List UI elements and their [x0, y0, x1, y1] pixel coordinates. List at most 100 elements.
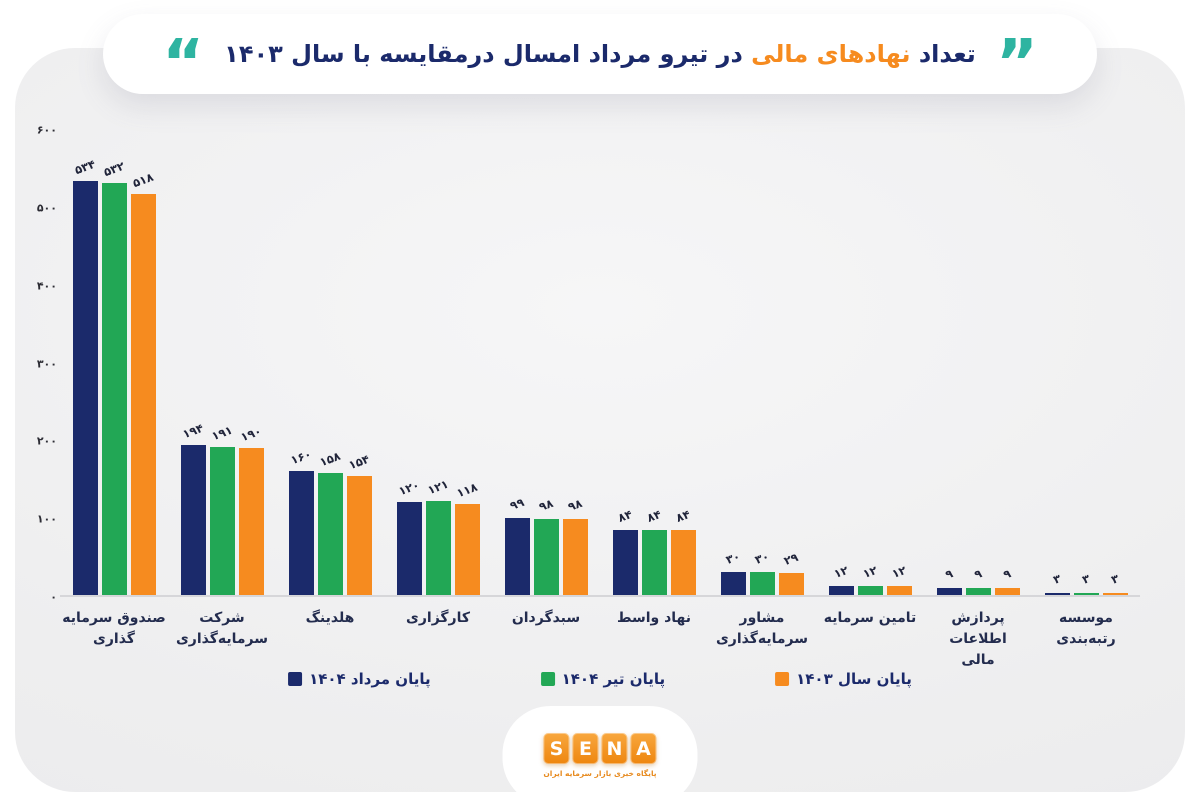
value-label: ۱۹۰ — [238, 423, 264, 444]
legend-label: پایان سال ۱۴۰۳ — [796, 670, 912, 688]
bar-mordad-1404: ۳ — [1044, 571, 1070, 595]
legend-item: پایان سال ۱۴۰۳ — [775, 670, 912, 688]
category-label: پردازش اطلاعات مالی — [949, 610, 1007, 668]
bar-mordad-1404: ۱۲ — [828, 563, 854, 595]
bar-mordad-1404: ۱۶۰ — [288, 447, 314, 595]
y-tick-label: ۴۰۰ — [36, 279, 57, 293]
y-tick-label: ۱۰۰ — [36, 512, 57, 526]
bar-tir-1404: ۵۳۲ — [101, 159, 127, 595]
logo-background-blob — [502, 706, 698, 792]
bar-year-1403: ۹ — [994, 566, 1020, 595]
bar-tir-1404: ۱۲۱ — [425, 477, 451, 595]
bar-year-1403: ۸۴ — [670, 507, 696, 595]
y-tick-label: ۰ — [50, 590, 57, 604]
bar-mordad-1404: ۵۳۴ — [72, 157, 98, 595]
chart-card: ۰ ۱۰۰ ۲۰۰ ۳۰۰ ۴۰۰ ۵۰۰ ۶۰۰ ۵۳۴ ۵۳۲ ۵۱۸ ۱۹۴ ۱۹۱ ۱۹۰ ۱۶… — [15, 48, 1185, 792]
bar-group: ۸۴ ۸۴ ۸۴ — [600, 130, 708, 595]
bar-group: ۵۳۴ ۵۳۲ ۵۱۸ — [60, 130, 168, 595]
bar-year-1403: ۱۵۴ — [346, 451, 372, 595]
value-label: ۸۴ — [674, 506, 692, 525]
value-label: ۱۶۰ — [288, 446, 314, 468]
bar-year-1403: ۹۸ — [562, 496, 588, 595]
bar-group: ۱۲۰ ۱۲۱ ۱۱۸ — [384, 130, 492, 595]
value-label: ۵۱۸ — [130, 169, 156, 190]
bar-group: ۹ ۹ ۹ — [924, 130, 1032, 595]
legend-label: پایان مرداد ۱۴۰۴ — [309, 670, 431, 688]
y-axis: ۰ ۱۰۰ ۲۰۰ ۳۰۰ ۴۰۰ ۵۰۰ ۶۰۰ — [23, 124, 57, 604]
bar-tir-1404: ۹۸ — [533, 496, 559, 595]
y-tick-label: ۲۰۰ — [36, 434, 57, 448]
value-label: ۳ — [1109, 570, 1121, 587]
legend-item: پایان تیر ۱۴۰۴ — [540, 670, 666, 688]
bar-tir-1404: ۹ — [965, 566, 991, 595]
sena-tagline: پایگاه خبری بازار سرمایه ایران — [543, 769, 657, 778]
legend-swatch-icon — [288, 672, 303, 686]
value-label: ۹۸ — [537, 496, 555, 515]
value-label: ۸۴ — [645, 506, 663, 525]
logo-letter-tile: S — [543, 733, 570, 764]
bar-year-1403: ۳ — [1102, 571, 1128, 595]
category-label: نهاد واسط — [616, 610, 692, 626]
legend-swatch-icon — [775, 672, 790, 686]
bar-year-1403: ۱۲ — [886, 563, 912, 595]
bar-group: ۹۹ ۹۸ ۹۸ — [492, 130, 600, 595]
bar-mordad-1404: ۸۴ — [612, 507, 638, 595]
y-tick-label: ۳۰۰ — [36, 357, 57, 370]
bar-group: ۱۲ ۱۲ ۱۲ — [816, 130, 924, 595]
bar-group: ۳۰ ۳۰ ۲۹ — [708, 130, 816, 595]
value-label: ۱۲ — [832, 562, 850, 581]
logo-letter-tile: N — [601, 733, 628, 764]
bar-year-1403: ۵۱۸ — [130, 169, 156, 595]
bar-mordad-1404: ۹۹ — [504, 495, 530, 595]
title-prefix: تعداد — [918, 40, 976, 68]
value-label: ۱۱۸ — [454, 479, 480, 500]
bar-year-1403: ۱۹۰ — [238, 424, 264, 595]
bar-year-1403: ۱۱۸ — [454, 479, 480, 595]
value-label: ۸۴ — [616, 506, 634, 525]
bar-year-1403: ۲۹ — [778, 550, 804, 595]
category-label: موسسه رتبه‌بندی — [1056, 610, 1116, 647]
bar-tir-1404: ۱۵۸ — [317, 448, 343, 595]
category-label: تامین سرمایه — [823, 610, 917, 626]
bar-tir-1404: ۳۰ — [749, 549, 775, 595]
title-suffix: در تیرو مرداد امسال درمقایسه با سال ۱۴۰۳ — [224, 40, 743, 68]
y-tick-label: ۶۰۰ — [36, 123, 57, 137]
value-label: ۱۵۸ — [317, 448, 343, 469]
plot-area: ۵۳۴ ۵۳۲ ۵۱۸ ۱۹۴ ۱۹۱ ۱۹۰ ۱۶۰ ۱۵۸ ۱۵۴ ۱۲۰ ۱۲۱ ۱۱۸ ۹۹ ۹۸… — [60, 130, 1140, 597]
legend: پایان مرداد ۱۴۰۴ پایان تیر ۱۴۰۴ پایان سال … — [288, 670, 912, 688]
bar-group: ۱۹۴ ۱۹۱ ۱۹۰ — [168, 130, 276, 595]
category-label: هلدینگ — [305, 610, 355, 626]
title-highlight: نهادهای مالی — [751, 40, 911, 68]
value-label: ۹ — [943, 566, 955, 582]
value-label: ۹۹ — [508, 495, 526, 514]
legend-item: پایان مرداد ۱۴۰۴ — [288, 670, 431, 688]
bar-mordad-1404: ۹ — [936, 566, 962, 595]
value-label: ۱۲۰ — [396, 477, 422, 499]
category-label: مشاور سرمایه‌گذاری — [715, 610, 809, 647]
legend-label: پایان تیر ۱۴۰۴ — [561, 670, 666, 688]
value-label: ۱۲۱ — [425, 477, 451, 498]
value-label: ۳ — [1080, 570, 1092, 587]
value-label: ۱۵۴ — [346, 451, 372, 472]
bar-tir-1404: ۱۲ — [857, 563, 883, 595]
category-label: سبدگردان — [511, 610, 581, 626]
x-axis-labels: صندوق سرمایه گذاری شرکت سرمایه‌گذاری هلدینگ ک… — [60, 608, 1140, 671]
logo-letter-tile: A — [630, 733, 657, 764]
value-label: ۲۹ — [782, 549, 800, 568]
value-label: ۹ — [1001, 566, 1013, 582]
bar-mordad-1404: ۳۰ — [720, 549, 746, 595]
value-label: ۳۰ — [753, 548, 771, 567]
y-tick-label: ۵۰۰ — [36, 201, 57, 215]
bar-mordad-1404: ۱۹۴ — [180, 420, 206, 595]
category-label: کارگزاری — [406, 610, 470, 626]
value-label: ۹ — [972, 566, 984, 582]
page-title: تعداد نهادهای مالی در تیرو مرداد امسال د… — [224, 40, 976, 68]
bar-mordad-1404: ۱۲۰ — [396, 478, 422, 595]
value-label: ۳ — [1051, 570, 1063, 587]
logo-letter-tile: E — [572, 733, 599, 764]
value-label: ۹۸ — [566, 496, 584, 515]
title-banner: “ تعداد نهادهای مالی در تیرو مرداد امسال… — [103, 14, 1097, 96]
